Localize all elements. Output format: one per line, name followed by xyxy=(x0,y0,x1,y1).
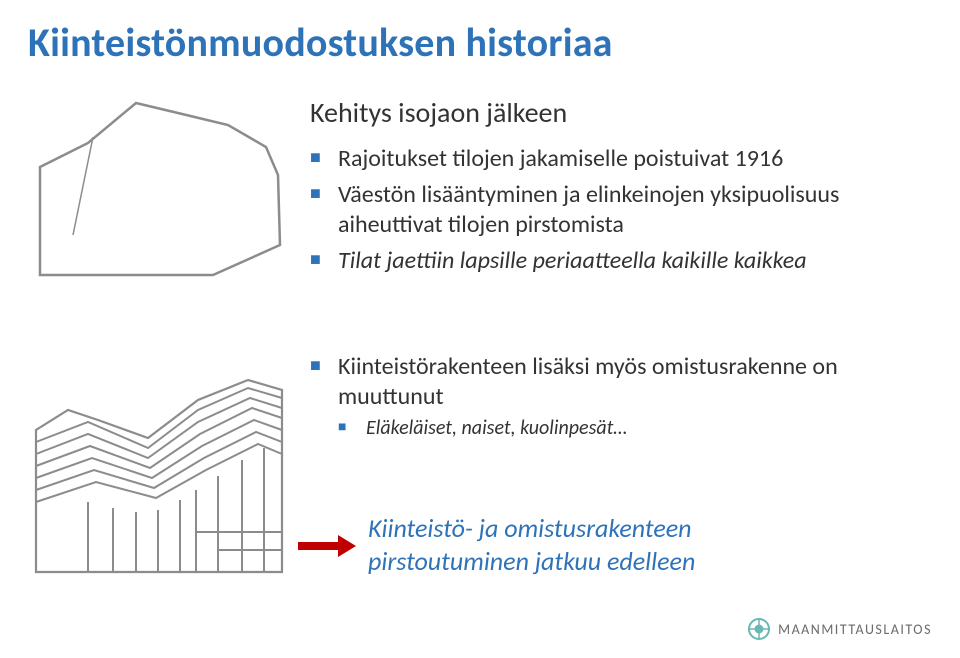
content-top: Kehitys isojaon jälkeen Rajoitukset tilo… xyxy=(310,95,940,282)
bullet-list-bottom: Kiinteistörakenteen lisäksi myös omistus… xyxy=(310,352,940,441)
list-item-label: Kiinteistörakenteen lisäksi myös omistus… xyxy=(338,352,838,411)
mml-logo-icon xyxy=(748,618,770,640)
footer-brand: MAANMITTAUSLAITOS xyxy=(748,618,932,640)
list-item: Tilat jaettiin lapsille periaatteella ka… xyxy=(310,246,940,276)
slide-title: Kiinteistönmuodostuksen historiaa xyxy=(0,0,960,67)
list-item: Väestön lisääntyminen ja elinkeinojen yk… xyxy=(310,180,940,240)
highlight-line1: Kiinteistö- ja omistusrakenteen xyxy=(368,512,695,545)
list-item: Rajoitukset tilojen jakamiselle poistuiv… xyxy=(310,144,940,174)
highlight-text: Kiinteistö- ja omistusrakenteen pirstout… xyxy=(368,512,695,577)
highlight-line2: pirstoutuminen jatkuu edelleen xyxy=(368,545,695,578)
subheading: Kehitys isojaon jälkeen xyxy=(310,95,940,130)
list-item: Kiinteistörakenteen lisäksi myös omistus… xyxy=(310,352,940,441)
parcel-subdivided-diagram xyxy=(28,350,288,580)
footer-brand-text: MAANMITTAUSLAITOS xyxy=(778,621,932,638)
parcel-outline-diagram xyxy=(28,95,288,285)
content-bottom: Kiinteistörakenteen lisäksi myös omistus… xyxy=(310,352,940,447)
arrow-icon xyxy=(298,535,356,557)
bullet-list-top: Rajoitukset tilojen jakamiselle poistuiv… xyxy=(310,144,940,276)
sub-list-item: Eläkeläiset, naiset, kuolinpesät… xyxy=(338,416,940,441)
